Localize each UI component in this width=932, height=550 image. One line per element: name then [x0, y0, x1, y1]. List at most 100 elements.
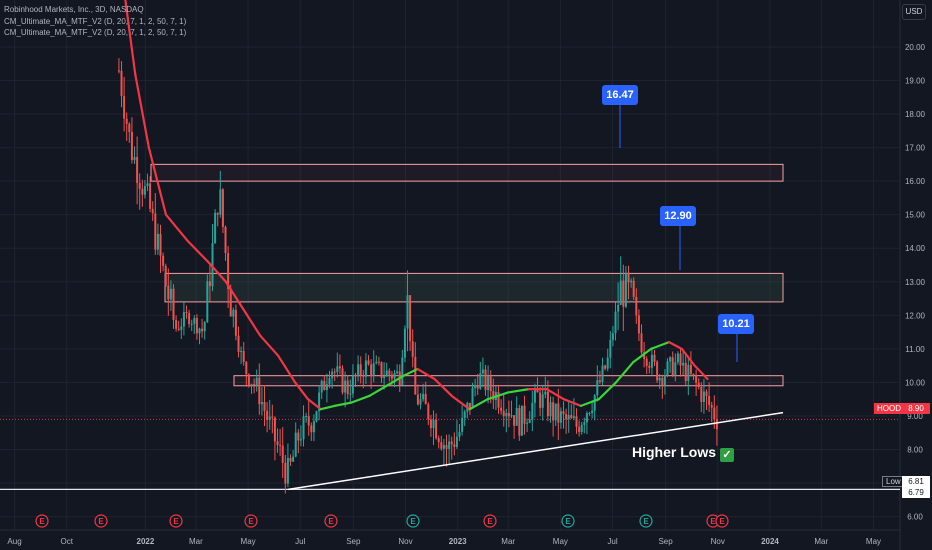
candle-body [614, 311, 617, 334]
candle-body [455, 436, 458, 447]
y-tick-label: 6.00 [907, 513, 923, 522]
candle-body [250, 384, 253, 386]
candle-body [710, 405, 713, 408]
ma-segment [206, 260, 227, 283]
candle-body [565, 414, 568, 420]
candle-body [606, 357, 609, 369]
candle-body [130, 131, 133, 161]
candle-body [559, 411, 562, 423]
candle-body [302, 416, 305, 440]
candle-body [331, 371, 334, 379]
candle-body [635, 296, 638, 316]
candle-body [684, 362, 687, 382]
candle-body [328, 378, 331, 385]
candle-body [598, 380, 601, 382]
candle-body [117, 70, 120, 72]
candle-body [518, 408, 521, 436]
y-tick-label: 9.00 [907, 412, 923, 421]
candle-body [695, 374, 698, 383]
indicator-label-1[interactable]: CM_Ultimate_MA_MTF_V2 (D, 20, 7, 1, 2, 5… [4, 16, 187, 26]
candle-body [206, 281, 209, 323]
candle-body [409, 295, 412, 342]
candle-body [708, 395, 711, 406]
indicator-label-2[interactable]: CM_Ultimate_MA_MTF_V2 (D, 20, 7, 1, 2, 5… [4, 28, 187, 37]
candle-body [380, 362, 383, 378]
candle-body [221, 189, 224, 227]
candle-body [507, 412, 510, 417]
earnings-marker [483, 514, 497, 528]
candle-body [671, 357, 674, 376]
candle-body [697, 382, 700, 388]
candle-body [481, 369, 484, 374]
candle-body [362, 375, 365, 377]
candle-body [611, 333, 614, 340]
ma-segment [368, 384, 388, 397]
candle-body [164, 265, 167, 286]
candle-body [318, 392, 321, 412]
currency-button[interactable]: USD [902, 4, 926, 20]
candle-body [546, 391, 549, 417]
candle-body [214, 212, 217, 244]
candle-body [138, 183, 141, 189]
candle-body [338, 366, 341, 369]
x-tick-label: May [553, 537, 568, 546]
candle-body [715, 419, 718, 430]
symbol-title[interactable]: Robinhood Markets, Inc., 3D, NASDAQ [4, 5, 144, 14]
earnings-icon: E [39, 517, 45, 526]
candle-body [653, 354, 656, 362]
candle-body [471, 387, 474, 408]
candle-body [242, 350, 245, 363]
candle-body [572, 416, 575, 419]
candle-body [666, 361, 669, 376]
candle-body [658, 377, 661, 381]
x-tick-label: Nov [398, 537, 412, 546]
candle-body [336, 366, 339, 372]
candle-body [617, 304, 620, 312]
x-tick-label: 2024 [761, 537, 779, 546]
ma-segment [385, 374, 405, 387]
candle-body [320, 380, 323, 393]
target-callout-16-47[interactable]: 16.47 [602, 85, 638, 105]
candle-body [484, 369, 487, 390]
higher-lows-annotation[interactable]: Higher Lows ✓ [632, 444, 735, 462]
y-tick-label: 19.00 [905, 77, 926, 86]
candle-body [219, 189, 222, 215]
candle-body [468, 402, 471, 408]
earnings-icon: E [328, 517, 334, 526]
candle-body [143, 186, 146, 195]
candle-body [427, 404, 430, 420]
candle-body [539, 392, 542, 408]
earnings-icon: E [643, 517, 649, 526]
candle-body [377, 361, 380, 363]
candle-body [661, 377, 664, 386]
symbol-tag-label: HOOD [877, 404, 901, 413]
ma-segment [294, 381, 310, 401]
candle-body [159, 233, 162, 256]
candle-body [393, 373, 396, 379]
candle-body [133, 156, 136, 161]
candle-body [260, 402, 263, 405]
candle-body [224, 226, 227, 254]
candle-body [700, 387, 703, 402]
candle-body [349, 393, 352, 395]
candle-body [372, 363, 375, 376]
candle-body [266, 410, 269, 420]
candle-body [505, 412, 508, 417]
candle-body [645, 358, 648, 366]
candle-body [292, 456, 295, 462]
candle-body [552, 402, 555, 421]
candle-body [279, 444, 282, 446]
ma-segment [416, 367, 436, 381]
target-callout-12-90[interactable]: 12.90 [660, 206, 696, 226]
candle-body [624, 272, 627, 307]
candle-body [432, 419, 435, 429]
target-callout-10-21[interactable]: 10.21 [718, 314, 754, 334]
candle-body [580, 424, 583, 432]
candle-body [663, 375, 666, 386]
candle-body [643, 352, 646, 359]
candle-body [284, 462, 287, 484]
candle-body [289, 457, 292, 462]
earnings-marker [94, 514, 108, 528]
ma-segment [276, 354, 297, 384]
